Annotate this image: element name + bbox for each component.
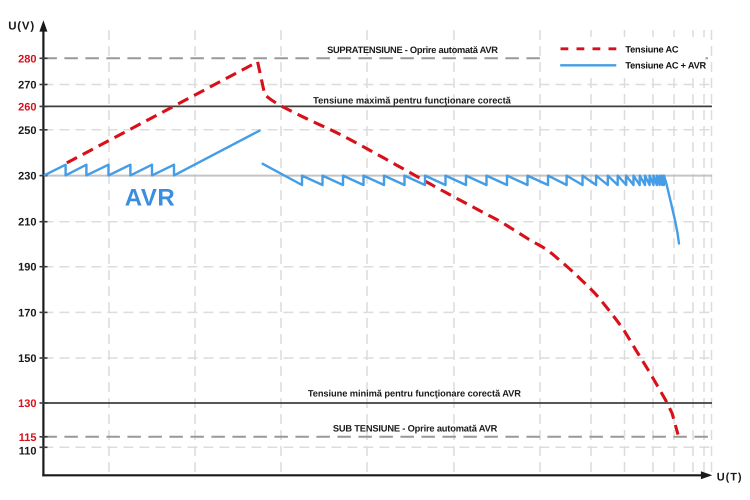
svg-text:AVR: AVR [125,185,175,212]
svg-text:210: 210 [18,217,36,229]
svg-text:260: 260 [18,101,36,113]
svg-text:230: 230 [18,171,36,183]
svg-text:130: 130 [18,398,36,410]
svg-text:170: 170 [18,307,36,319]
svg-text:190: 190 [18,262,36,274]
svg-text:Tensiune minimă pentru funcţio: Tensiune minimă pentru funcţionare corec… [308,389,521,399]
svg-text:SUPRATENSIUNE - Oprire automat: SUPRATENSIUNE - Oprire automată AVR [327,45,498,55]
svg-text:U(T): U(T) [717,472,743,484]
svg-text:Tensiune maximă pentru funcţio: Tensiune maximă pentru funcţionare corec… [313,96,512,106]
svg-text:250: 250 [18,125,36,137]
svg-text:Tensiune AC + AVR: Tensiune AC + AVR [625,61,706,71]
svg-text:150: 150 [18,353,36,365]
svg-text:110: 110 [19,445,37,457]
svg-text:SUB TENSIUNE - Oprire automată: SUB TENSIUNE - Oprire automată AVR [333,423,498,433]
svg-text:115: 115 [19,432,37,444]
svg-text:U(V): U(V) [8,21,35,33]
svg-text:280: 280 [18,53,36,65]
svg-text:Tensiune AC: Tensiune AC [625,44,678,54]
svg-text:270: 270 [18,80,36,92]
